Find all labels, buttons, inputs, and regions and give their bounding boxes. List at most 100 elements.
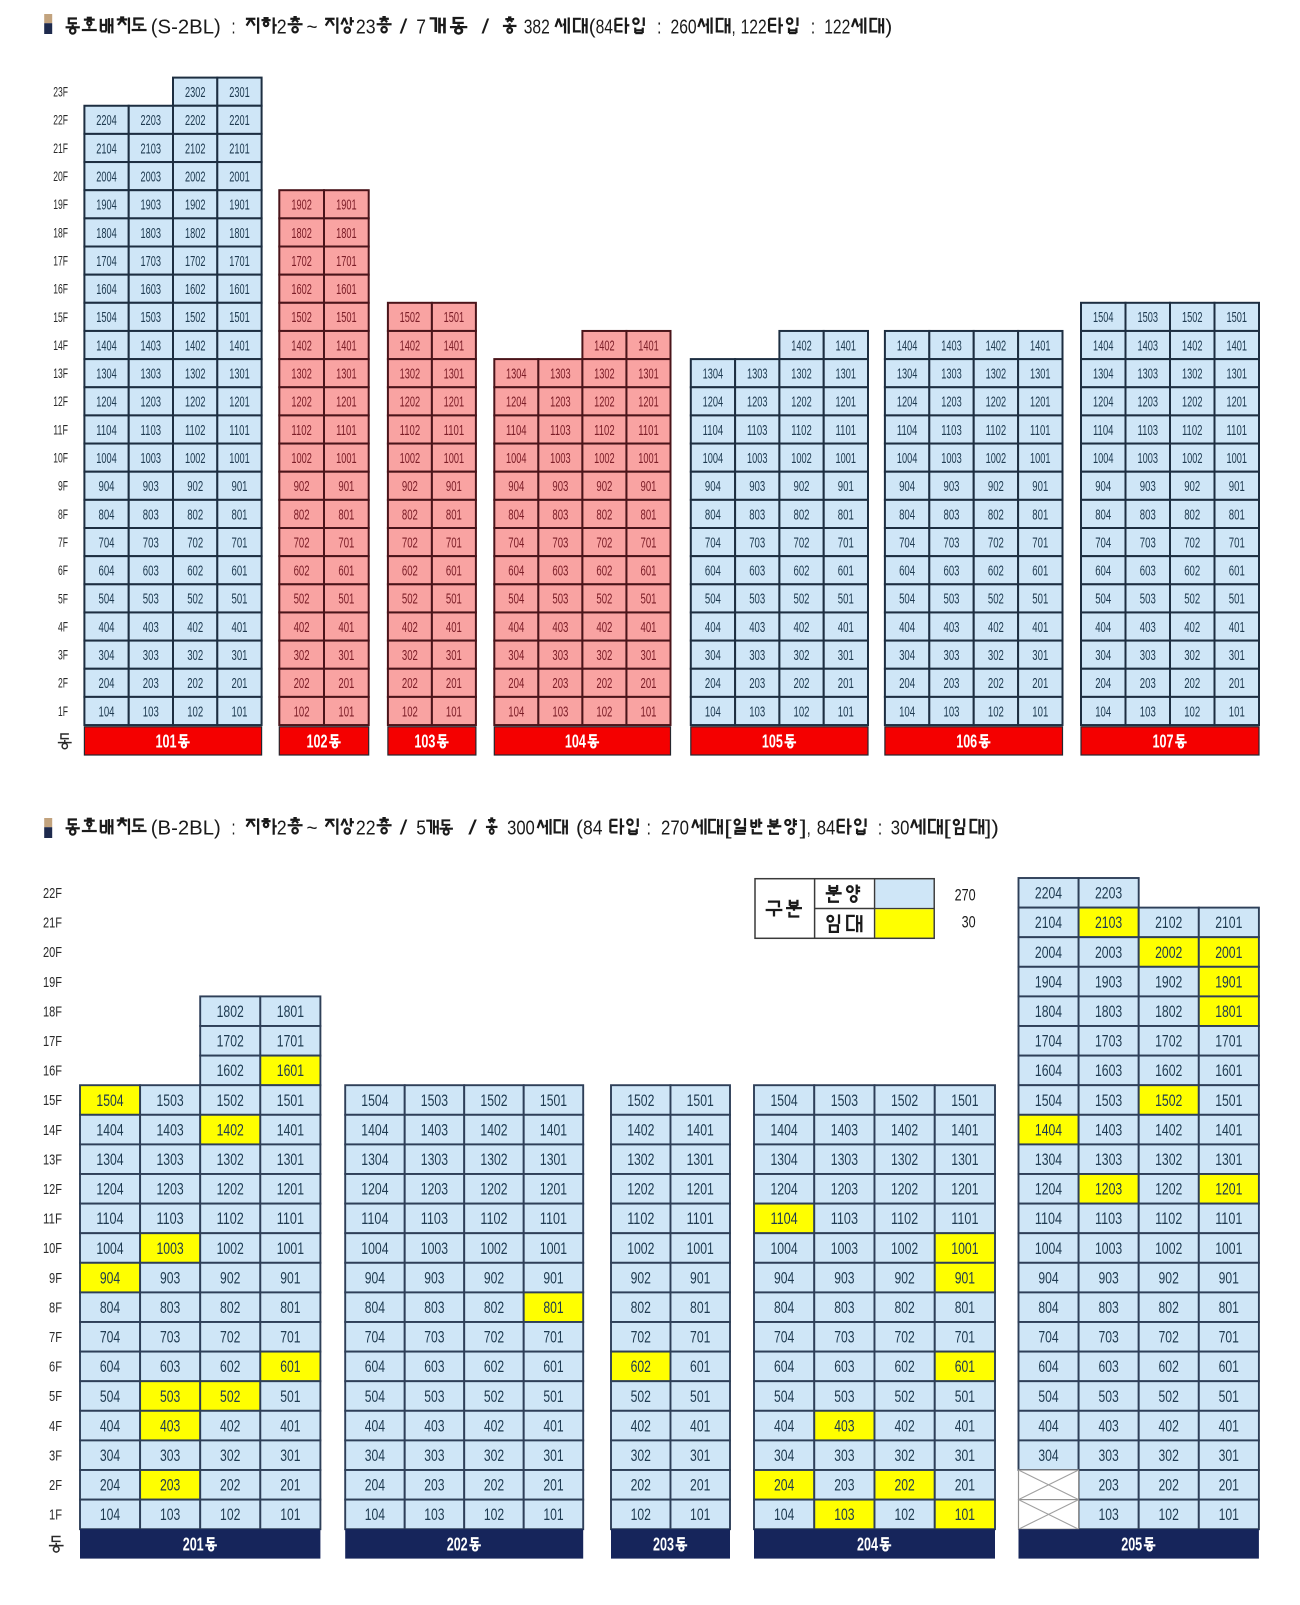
svg-text:603: 603 — [1140, 563, 1156, 580]
svg-text:1303: 1303 — [1138, 366, 1159, 383]
svg-text:703: 703 — [1140, 534, 1156, 551]
svg-text:1702: 1702 — [291, 253, 312, 270]
svg-text:302: 302 — [1184, 647, 1200, 664]
svg-text:1501: 1501 — [336, 309, 357, 326]
svg-text:902: 902 — [220, 1269, 240, 1287]
svg-text:503: 503 — [749, 591, 765, 608]
svg-text:2204: 2204 — [1035, 885, 1062, 903]
svg-text:204: 204 — [365, 1477, 385, 1495]
svg-text:503: 503 — [424, 1388, 444, 1406]
svg-text:1001: 1001 — [336, 450, 357, 467]
svg-text:503: 503 — [944, 591, 960, 608]
svg-text:901: 901 — [641, 478, 657, 495]
svg-text:1101: 1101 — [1227, 422, 1248, 439]
svg-text:504: 504 — [899, 591, 915, 608]
svg-text:503: 503 — [160, 1388, 180, 1406]
svg-text:303: 303 — [834, 1447, 854, 1465]
svg-text:1602: 1602 — [291, 281, 312, 298]
svg-text:802: 802 — [988, 506, 1004, 523]
svg-text:1203: 1203 — [831, 1181, 858, 1199]
svg-text:502: 502 — [894, 1388, 914, 1406]
svg-text:1902: 1902 — [1155, 973, 1182, 991]
svg-text:1003: 1003 — [421, 1240, 448, 1258]
svg-text:5F: 5F — [58, 590, 68, 606]
svg-text:): ) — [885, 16, 892, 39]
svg-text:1001: 1001 — [444, 450, 465, 467]
svg-text:801: 801 — [690, 1299, 710, 1317]
svg-text:2002: 2002 — [185, 169, 206, 186]
svg-text:1301: 1301 — [836, 366, 857, 383]
svg-text:]: ] — [800, 817, 807, 840]
svg-text:1002: 1002 — [891, 1240, 918, 1258]
svg-text:804: 804 — [774, 1299, 794, 1317]
svg-text:401: 401 — [338, 619, 354, 636]
svg-text:5F: 5F — [49, 1388, 62, 1405]
svg-text:1402: 1402 — [400, 337, 421, 354]
svg-text:402: 402 — [484, 1417, 504, 1435]
svg-text:401: 401 — [838, 619, 854, 636]
svg-text:103: 103 — [749, 703, 765, 720]
svg-text:1403: 1403 — [941, 337, 962, 354]
svg-text:802: 802 — [596, 506, 612, 523]
svg-text:1002: 1002 — [1182, 450, 1203, 467]
svg-text:201: 201 — [690, 1477, 710, 1495]
svg-text:903: 903 — [749, 478, 765, 495]
svg-text:403: 403 — [1140, 619, 1156, 636]
svg-text:1003: 1003 — [141, 450, 162, 467]
svg-text:702: 702 — [988, 534, 1004, 551]
svg-text:803: 803 — [552, 506, 568, 523]
svg-text:703: 703 — [944, 534, 960, 551]
svg-text:802: 802 — [1159, 1299, 1179, 1317]
svg-text:801: 801 — [446, 506, 462, 523]
svg-text:1104: 1104 — [1093, 422, 1114, 439]
svg-text:1603: 1603 — [1095, 1062, 1122, 1080]
svg-text:902: 902 — [1184, 478, 1200, 495]
svg-text:1104: 1104 — [703, 422, 724, 439]
svg-text:1502: 1502 — [291, 309, 312, 326]
svg-text:703: 703 — [424, 1329, 444, 1347]
svg-text:203: 203 — [944, 675, 960, 692]
svg-text:404: 404 — [899, 619, 915, 636]
svg-text:204: 204 — [1095, 675, 1111, 692]
svg-text:803: 803 — [160, 1299, 180, 1317]
svg-text:1003: 1003 — [550, 450, 571, 467]
svg-text:901: 901 — [543, 1269, 563, 1287]
svg-text:604: 604 — [99, 563, 115, 580]
svg-text:21F: 21F — [53, 140, 68, 156]
svg-text:102: 102 — [988, 703, 1004, 720]
svg-text:1902: 1902 — [185, 197, 206, 214]
svg-text:103: 103 — [834, 1506, 854, 1524]
svg-text:2004: 2004 — [96, 169, 117, 186]
svg-text:602: 602 — [631, 1358, 651, 1376]
svg-text:401: 401 — [955, 1417, 975, 1435]
svg-text:602: 602 — [1159, 1358, 1179, 1376]
svg-text:1003: 1003 — [941, 450, 962, 467]
svg-text:1603: 1603 — [141, 281, 162, 298]
svg-text:603: 603 — [160, 1358, 180, 1376]
svg-text:203: 203 — [160, 1477, 180, 1495]
svg-text:902: 902 — [988, 478, 1004, 495]
svg-text:603: 603 — [749, 563, 765, 580]
svg-text:13F: 13F — [53, 365, 68, 381]
svg-text:704: 704 — [508, 534, 524, 551]
svg-text:1301: 1301 — [277, 1151, 304, 1169]
svg-text:1004: 1004 — [96, 450, 117, 467]
svg-text:1402: 1402 — [627, 1121, 654, 1139]
svg-text:1103: 1103 — [831, 1210, 858, 1228]
svg-text:1503: 1503 — [1095, 1092, 1122, 1110]
svg-text:1301: 1301 — [687, 1151, 714, 1169]
svg-text:601: 601 — [1032, 563, 1048, 580]
svg-text:2101: 2101 — [1215, 914, 1242, 932]
svg-text:201: 201 — [543, 1477, 563, 1495]
svg-text:401: 401 — [1219, 1417, 1239, 1435]
svg-text:11F: 11F — [53, 421, 68, 437]
svg-text:2102: 2102 — [185, 140, 206, 157]
svg-text:1302: 1302 — [217, 1151, 244, 1169]
svg-text:1103: 1103 — [747, 422, 768, 439]
svg-text:1704: 1704 — [1035, 1033, 1062, 1051]
svg-text:1701: 1701 — [1215, 1033, 1242, 1051]
svg-text:502: 502 — [631, 1388, 651, 1406]
svg-text:16F: 16F — [53, 281, 68, 297]
svg-text:1002: 1002 — [185, 450, 206, 467]
svg-text:404: 404 — [774, 1417, 794, 1435]
